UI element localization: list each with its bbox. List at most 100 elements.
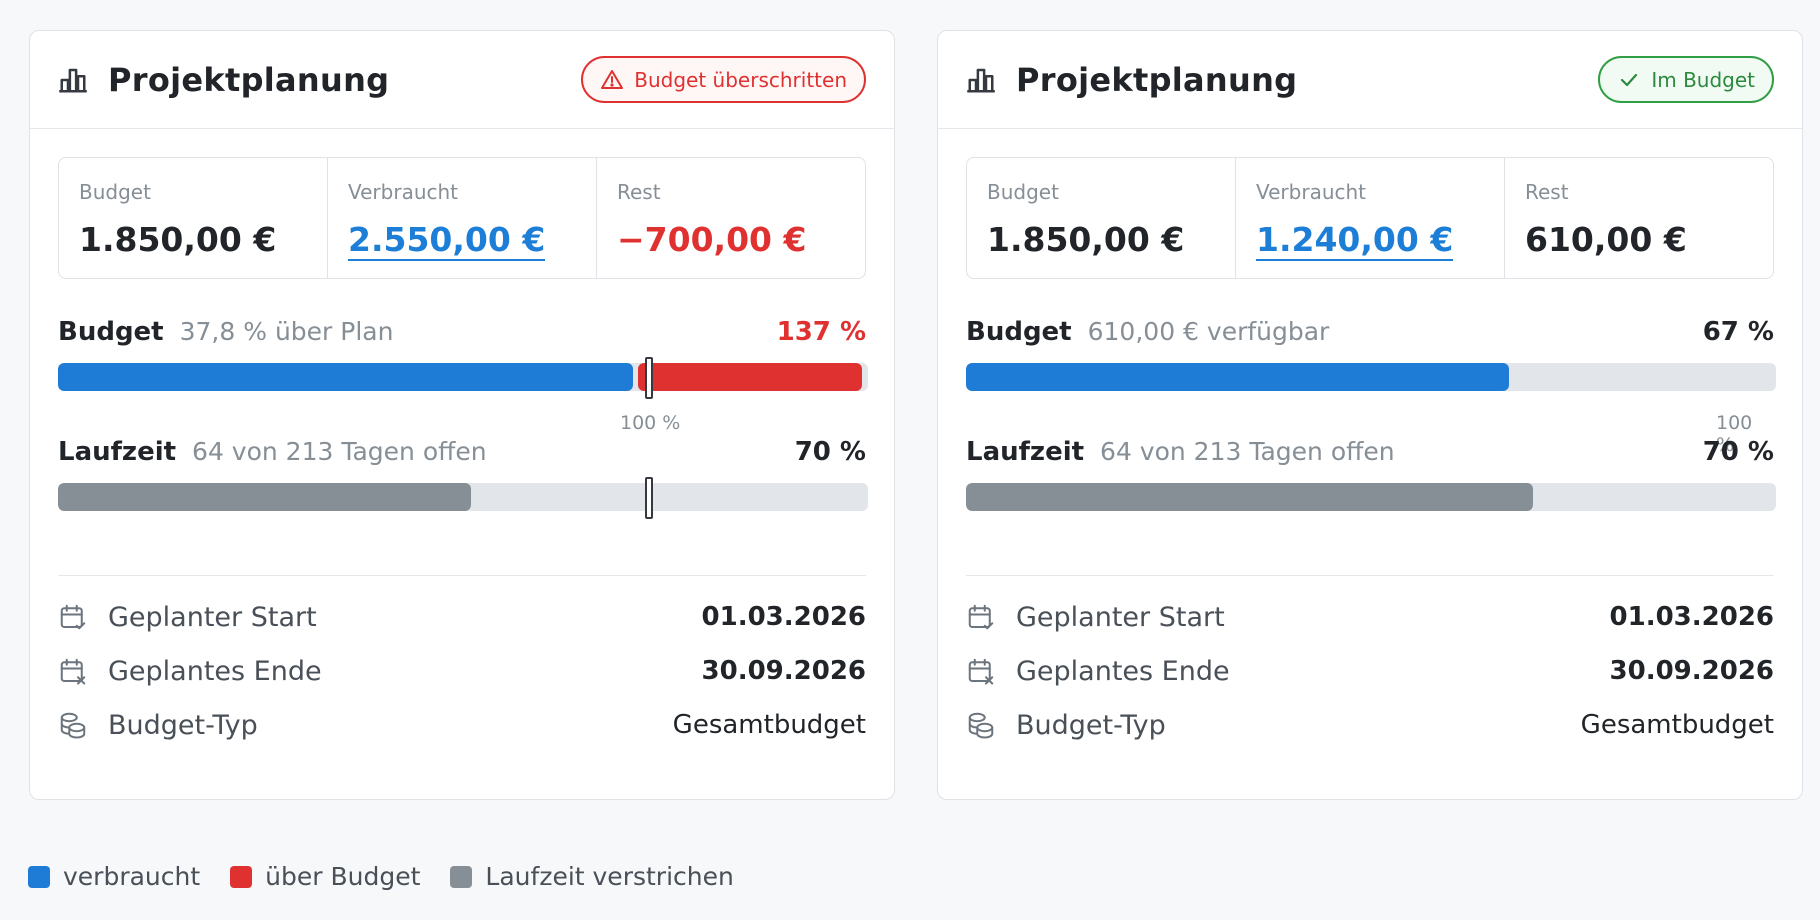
meta-row-start: Geplanter Start 01.03.2026 [58,590,866,644]
meta-list: Geplanter Start 01.03.2026 Geplantes End… [58,576,866,752]
bar-chart-icon [967,68,995,92]
card-title: Projektplanung [1016,60,1298,99]
bar-chart-icon [59,68,87,92]
card-title: Projektplanung [108,60,390,99]
meta-row-type: Budget-Typ Gesamtbudget [966,698,1774,752]
stat-budget-value: 1.850,00 € [79,220,277,259]
progress-title: Laufzeit [966,437,1085,467]
stat-budget: Budget 1.850,00 € [59,158,328,278]
meta-value: Gesamtbudget [672,710,866,740]
card-header: Projektplanung Budget überschritten [30,31,894,129]
meta-label: Geplantes Ende [108,655,322,687]
marker-label: 100 % [620,412,681,434]
budget-progress: Budget 610,00 € verfügbar 67 % 100 % [966,279,1776,456]
legend: verbraucht über Budget Laufzeit verstric… [28,862,764,891]
meta-row-start: Geplanter Start 01.03.2026 [966,590,1774,644]
progress-subtitle: 610,00 € verfügbar [1087,317,1330,346]
coins-icon [60,712,86,739]
time-marker [645,477,653,519]
meta-value: Gesamtbudget [1580,710,1774,740]
time-track [58,483,868,511]
progress-title: Budget [966,317,1072,347]
meta-label: Geplanter Start [1016,601,1225,633]
progress-subtitle: 64 von 213 Tagen offen [192,437,487,466]
stats-panel: Budget 1.850,00 € Verbraucht 2.550,00 € … [58,157,866,279]
check-icon [1621,73,1638,86]
stat-budget-value: 1.850,00 € [987,220,1185,259]
time-progress: Laufzeit 64 von 213 Tagen offen 70 % [58,437,868,575]
meta-label: Geplantes Ende [1016,655,1230,687]
calendar-x-icon [60,658,86,685]
meta-row-end: Geplantes Ende 30.09.2026 [58,644,866,698]
budget-progress: Budget 37,8 % über Plan 137 % 100 % [58,279,868,437]
progress-percent: 70 % [1702,437,1774,467]
status-badge-label: Budget überschritten [634,67,847,92]
stat-label: Rest [1525,180,1569,204]
legend-label: über Budget [265,862,421,891]
coins-icon [968,712,994,739]
status-badge: Budget überschritten [581,56,866,103]
progress-percent: 70 % [794,437,866,467]
legend-swatch [28,865,50,888]
stat-rest: Rest 610,00 € [1505,158,1773,278]
budget-fill-over [638,363,862,391]
divider [58,575,866,576]
divider [966,575,1774,576]
legend-swatch [230,865,253,888]
time-fill-elapsed [966,483,1533,511]
stat-used-link[interactable]: 1.240,00 € [1256,220,1454,261]
budget-fill-used [58,363,633,391]
calendar-check-icon [968,604,994,630]
project-card: Projektplanung Im Budget Budget 1.850,00… [937,30,1803,800]
meta-label: Budget-Typ [108,709,258,741]
stat-label: Verbraucht [1256,180,1367,204]
legend-label: Laufzeit verstrichen [485,862,734,891]
meta-list: Geplanter Start 01.03.2026 Geplantes End… [966,576,1774,752]
meta-value: 01.03.2026 [1609,602,1774,632]
meta-value: 30.09.2026 [1609,656,1774,686]
legend-item-over: über Budget [230,862,420,891]
progress-title: Laufzeit [58,437,177,467]
card-header: Projektplanung Im Budget [938,31,1802,129]
legend-label: verbraucht [63,862,201,891]
meta-row-type: Budget-Typ Gesamtbudget [58,698,866,752]
status-badge-label: Im Budget [1651,67,1755,92]
stat-used: Verbraucht 1.240,00 € [1236,158,1505,278]
stat-used: Verbraucht 2.550,00 € [328,158,597,278]
time-track [966,483,1776,511]
progress-percent: 137 % [776,317,866,347]
stats-panel: Budget 1.850,00 € Verbraucht 1.240,00 € … [966,157,1774,279]
progress-subtitle: 37,8 % über Plan [179,317,394,346]
budget-track [966,363,1776,391]
meta-value: 01.03.2026 [701,602,866,632]
meta-row-end: Geplantes Ende 30.09.2026 [966,644,1774,698]
stat-used-link[interactable]: 2.550,00 € [348,220,546,261]
stat-label: Budget [79,180,151,204]
progress-percent: 67 % [1702,317,1774,347]
legend-swatch [450,865,473,888]
meta-label: Geplanter Start [108,601,317,633]
calendar-x-icon [968,658,994,685]
legend-item-time: Laufzeit verstrichen [450,862,734,891]
progress-title: Budget [58,317,164,347]
budget-track [58,363,868,391]
stat-label: Verbraucht [348,180,459,204]
stat-label: Budget [987,180,1059,204]
warning-triangle-icon [601,69,624,89]
calendar-check-icon [60,604,86,630]
status-badge: Im Budget [1598,56,1774,103]
stat-rest-value: −700,00 € [617,220,807,259]
meta-label: Budget-Typ [1016,709,1166,741]
budget-fill-used [966,363,1509,391]
progress-subtitle: 64 von 213 Tagen offen [1100,437,1395,466]
stat-budget: Budget 1.850,00 € [967,158,1236,278]
budget-100-marker [645,357,653,399]
meta-value: 30.09.2026 [701,656,866,686]
stat-label: Rest [617,180,661,204]
stat-rest: Rest −700,00 € [597,158,865,278]
project-card: Projektplanung Budget überschritten Budg… [29,30,895,800]
legend-item-used: verbraucht [28,862,200,891]
time-fill-elapsed [58,483,471,511]
time-progress: Laufzeit 64 von 213 Tagen offen 70 % [966,437,1776,575]
marker-label: 100 % [1716,412,1753,456]
